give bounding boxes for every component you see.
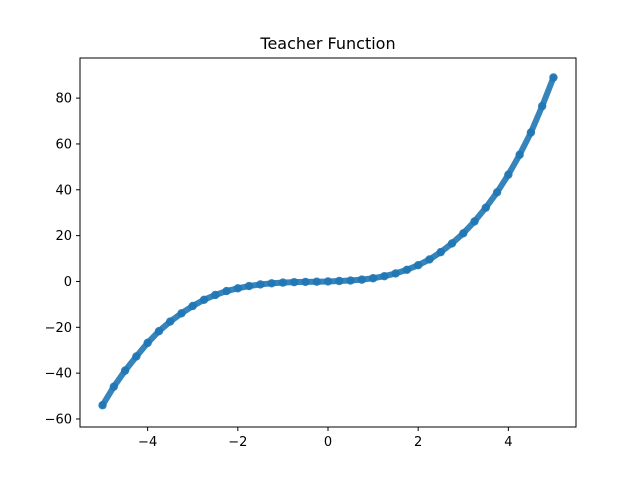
y-tick-label: 60 [55,137,72,152]
x-tick-label: 4 [504,435,512,450]
y-tick-label: 20 [55,229,72,244]
scatter-points [98,73,558,410]
y-tick-label: 40 [55,183,72,198]
y-tick-label: 80 [55,92,72,107]
y-tick-label: −20 [45,321,72,336]
x-axis: −4 −2 0 2 4 [138,427,513,450]
y-axis: −60 −40 −20 0 20 40 60 80 [45,92,80,427]
x-tick-label: −2 [228,435,247,450]
x-tick-label: 2 [414,435,422,450]
x-tick-label: 0 [324,435,332,450]
plot-area-frame [79,57,577,428]
y-tick-label: 0 [64,275,72,290]
x-tick-label: −4 [138,435,157,450]
scatter-point-band [99,74,557,409]
chart-title: Teacher Function [259,34,395,53]
y-tick-label: −60 [45,412,72,427]
y-tick-label: −40 [45,367,72,382]
